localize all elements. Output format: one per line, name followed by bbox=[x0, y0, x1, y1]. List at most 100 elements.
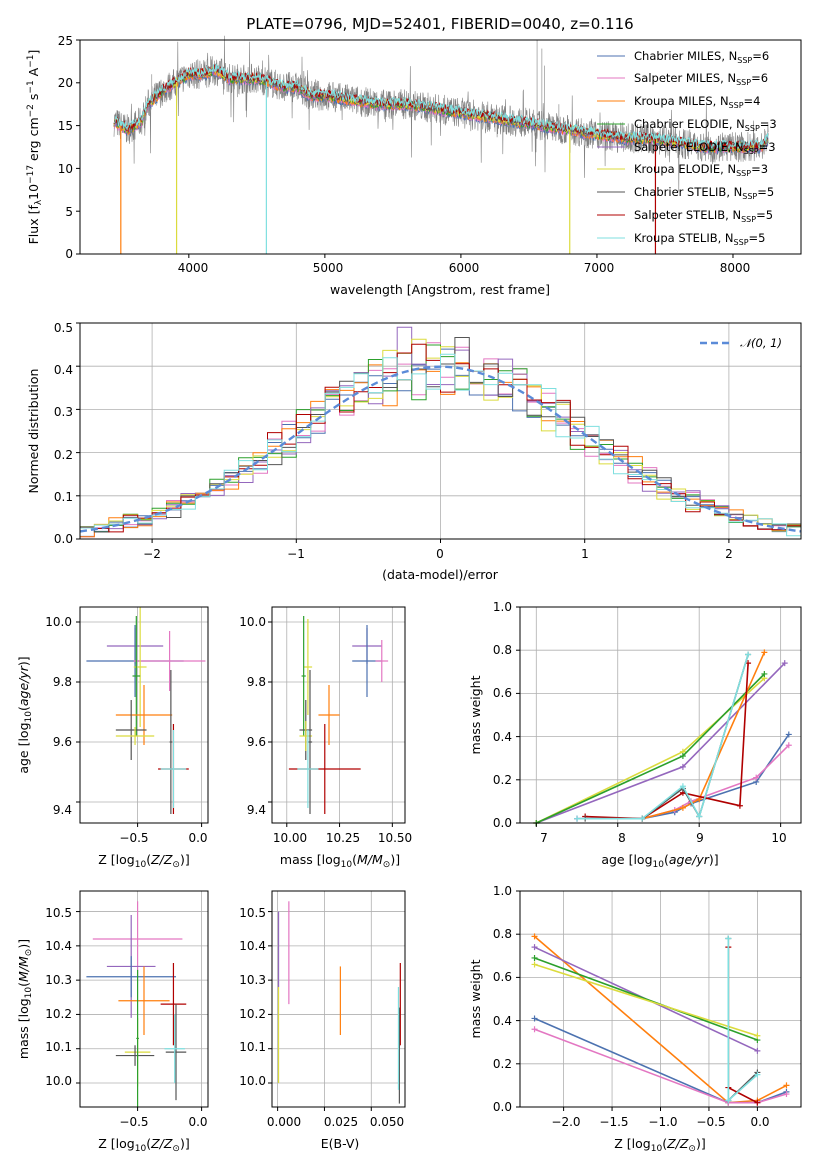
wz-x-label: Z [log10(Z/Z⊙)] bbox=[614, 1136, 705, 1154]
hist-x-tick-1: 1 bbox=[581, 547, 589, 561]
wz-point-8-1 bbox=[725, 1097, 732, 1104]
mz-y-tick-104: 10.4 bbox=[45, 939, 72, 953]
age-z-frame bbox=[79, 606, 209, 824]
me-y-tick-105: 10.5 bbox=[239, 906, 266, 920]
mz-y-tick-102: 10.2 bbox=[45, 1007, 72, 1021]
wz-x-tick-m05: −0.5 bbox=[696, 1115, 725, 1129]
legend-label-salpeter-elodie: Salpeter ELODIE, NSSP=3 bbox=[634, 140, 776, 156]
wa-point-5-1 bbox=[679, 804, 686, 811]
wa-point-2-2 bbox=[761, 670, 768, 677]
mz-x-label: Z [log10(Z/Z⊙)] bbox=[98, 1136, 189, 1154]
wz-point-5-3 bbox=[783, 1091, 790, 1098]
mz-y-label: mass [log10(M/M⊙)] bbox=[16, 939, 34, 1059]
agez-x-label: Z [log10(Z/Z⊙)] bbox=[98, 852, 189, 870]
spectrum-y-label: Flux [fλ10−17 erg cm−2 s−1 A−1] bbox=[26, 50, 44, 245]
y-tick-10: 10 bbox=[58, 162, 73, 176]
wz-point-3-1 bbox=[754, 1032, 761, 1039]
y-tick-25: 25 bbox=[58, 34, 73, 48]
model-spectrum-kroupa-stelib bbox=[113, 63, 769, 150]
wz-point-1-0 bbox=[531, 944, 538, 951]
wz-point-5-0 bbox=[531, 1026, 538, 1033]
wz-x-tick-m15: −1.5 bbox=[599, 1115, 628, 1129]
spectrum-legend: Chabrier MILES, NSSP=6 Salpeter MILES, N… bbox=[597, 49, 777, 247]
mass-vs-ebv-panel bbox=[268, 891, 405, 1111]
figure-title: PLATE=0796, MJD=52401, FIBERID=0040, z=0… bbox=[246, 15, 633, 33]
agez-x-tick-m05: −0.5 bbox=[119, 831, 148, 845]
wa-y-label: mass weight bbox=[468, 675, 483, 754]
agez-y-tick-96: 9.6 bbox=[53, 735, 72, 749]
wa-series-kroupa-elodie bbox=[535, 677, 765, 824]
wa-point-0-1 bbox=[679, 763, 686, 770]
mz-y-tick-100: 10.0 bbox=[45, 1074, 72, 1088]
wz-y-label: mass weight bbox=[468, 959, 483, 1038]
age-vs-mass-panel bbox=[268, 607, 405, 827]
legend-label-salpeter-miles: Salpeter MILES, NSSP=6 bbox=[634, 71, 768, 87]
wz-series-kroupa-miles bbox=[533, 935, 787, 1104]
weight-age-frame bbox=[519, 606, 802, 824]
wa-y-tick-2: 0.2 bbox=[493, 773, 512, 787]
agem-y-tick-100: 10.0 bbox=[239, 615, 266, 629]
mz-y-tick-105: 10.5 bbox=[45, 906, 72, 920]
me-y-tick-101: 10.1 bbox=[239, 1040, 266, 1054]
agez-y-tick-98: 9.8 bbox=[53, 675, 72, 689]
wa-y-tick-4: 0.4 bbox=[493, 730, 512, 744]
y-tick-5: 5 bbox=[65, 205, 73, 219]
hist-x-tick-0: 0 bbox=[436, 547, 444, 561]
agem-x-label: mass [log10(M/M⊙)] bbox=[280, 852, 400, 870]
wa-point-8-3 bbox=[696, 813, 703, 820]
wa-x-label: age [log10(age/yr)] bbox=[601, 852, 718, 870]
legend-label-kroupa-miles: Kroupa MILES, NSSP=4 bbox=[634, 94, 760, 110]
me-y-tick-102: 10.2 bbox=[239, 1007, 266, 1021]
wa-x-tick-8: 8 bbox=[618, 831, 626, 845]
x-tick-5000: 5000 bbox=[313, 261, 344, 275]
x-tick-6000: 6000 bbox=[449, 261, 480, 275]
me-x-label: E(B-V) bbox=[321, 1136, 360, 1151]
wz-x-tick-m10: −1.0 bbox=[648, 1115, 677, 1129]
me-y-tick-104: 10.4 bbox=[239, 939, 266, 953]
wz-series-kroupa-elodie bbox=[534, 963, 758, 1037]
wz-point-3-0 bbox=[531, 961, 538, 968]
wz-series-salpeter-miles bbox=[534, 1028, 787, 1104]
legend-label-salpeter-stelib: Salpeter STELIB, NSSP=5 bbox=[634, 208, 773, 224]
wz-point-1-1 bbox=[754, 1047, 761, 1054]
agem-y-tick-96: 9.6 bbox=[247, 735, 266, 749]
legend-label-chabrier-miles: Chabrier MILES, NSSP=6 bbox=[634, 49, 769, 65]
legend-label-kroupa-stelib: Kroupa STELIB, NSSP=5 bbox=[634, 231, 765, 247]
histogram-x-label: (data-model)/error bbox=[382, 567, 499, 582]
legend-label-gaussian: 𝒩(0, 1) bbox=[740, 336, 782, 350]
wz-point-2-0 bbox=[531, 954, 538, 961]
wz-point-4-0 bbox=[531, 1015, 538, 1022]
mz-x-tick-0: 0.0 bbox=[188, 1115, 207, 1129]
legend-label-chabrier-elodie: Chabrier ELODIE, NSSP=3 bbox=[634, 117, 777, 133]
wz-point-0-0 bbox=[531, 933, 538, 940]
wa-y-tick-8: 0.8 bbox=[493, 643, 512, 657]
wa-point-8-4 bbox=[745, 651, 752, 658]
hist-y-tick-5: 0.5 bbox=[54, 321, 73, 335]
age-vs-metallicity-panel bbox=[76, 607, 208, 827]
wz-y-tick-4: 0.4 bbox=[493, 1014, 512, 1028]
x-tick-7000: 7000 bbox=[584, 261, 615, 275]
hist-y-tick-2: 0.2 bbox=[54, 448, 73, 462]
wz-point-6-2 bbox=[754, 1099, 761, 1106]
wa-x-tick-10: 10 bbox=[771, 831, 786, 845]
wz-y-tick-2: 0.2 bbox=[493, 1057, 512, 1071]
wa-series-chabrier-elodie bbox=[535, 673, 765, 824]
wa-point-0-2 bbox=[781, 660, 788, 667]
wz-point-8-0 bbox=[725, 935, 732, 942]
agez-y-label: age [log10(age/yr)] bbox=[16, 656, 34, 773]
agez-y-tick-94: 9.4 bbox=[53, 803, 72, 817]
agem-y-tick-98: 9.8 bbox=[247, 675, 266, 689]
histogram-panel bbox=[76, 322, 802, 543]
me-x-tick-025: 0.025 bbox=[324, 1115, 358, 1129]
y-tick-15: 15 bbox=[58, 119, 73, 133]
gaussian-curve bbox=[79, 365, 802, 533]
me-x-tick-0: 0.000 bbox=[267, 1115, 301, 1129]
agez-x-tick-0: 0.0 bbox=[188, 831, 207, 845]
weight-z-frame bbox=[519, 890, 802, 1108]
wa-x-tick-7: 7 bbox=[540, 831, 548, 845]
mz-y-tick-103: 10.3 bbox=[45, 973, 72, 987]
mz-y-tick-101: 10.1 bbox=[45, 1040, 72, 1054]
me-y-tick-103: 10.3 bbox=[239, 973, 266, 987]
hist-x-tick-2: 2 bbox=[725, 547, 733, 561]
